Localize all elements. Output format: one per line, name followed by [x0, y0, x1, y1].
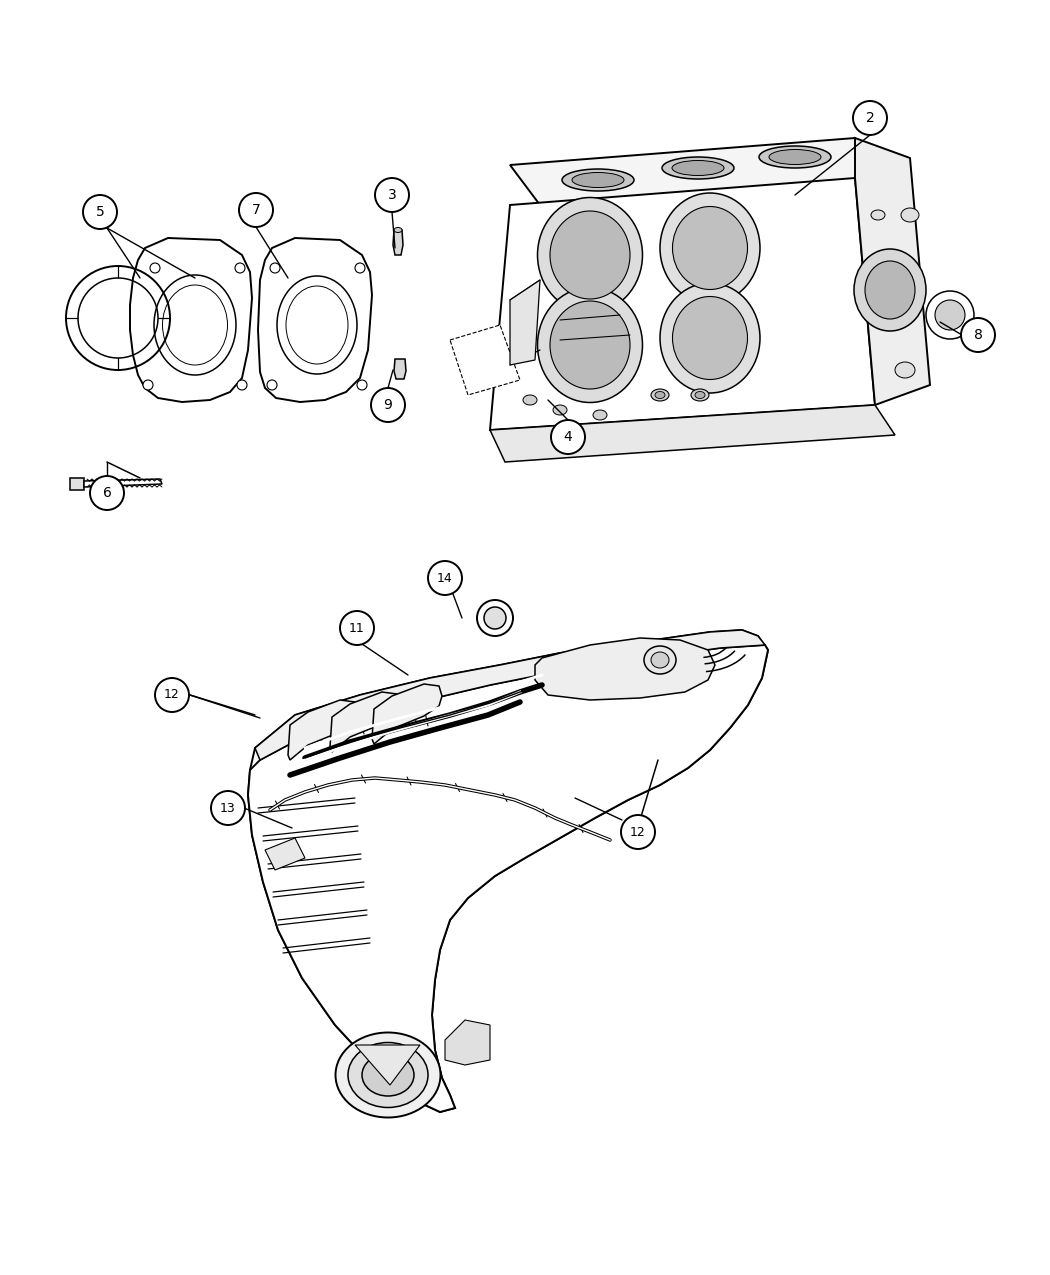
Ellipse shape: [901, 208, 919, 222]
Ellipse shape: [655, 391, 665, 399]
Ellipse shape: [865, 261, 915, 319]
Text: 9: 9: [383, 398, 393, 412]
Text: 5: 5: [96, 205, 104, 219]
Polygon shape: [258, 238, 372, 402]
Text: 2: 2: [865, 111, 875, 125]
Polygon shape: [445, 1020, 490, 1065]
Ellipse shape: [550, 301, 630, 389]
Ellipse shape: [769, 149, 821, 164]
Circle shape: [90, 476, 124, 510]
Polygon shape: [490, 179, 875, 430]
Ellipse shape: [553, 405, 567, 414]
Ellipse shape: [854, 249, 926, 332]
Circle shape: [621, 815, 655, 849]
Ellipse shape: [695, 391, 705, 399]
Text: 11: 11: [349, 621, 365, 635]
Polygon shape: [130, 238, 252, 402]
Circle shape: [239, 193, 273, 227]
Circle shape: [926, 291, 974, 339]
Circle shape: [267, 380, 277, 390]
Ellipse shape: [644, 646, 676, 674]
Circle shape: [155, 678, 189, 711]
Circle shape: [853, 101, 887, 135]
Ellipse shape: [348, 1043, 428, 1108]
Circle shape: [143, 380, 153, 390]
Circle shape: [934, 300, 965, 330]
Circle shape: [484, 607, 506, 629]
Circle shape: [83, 195, 117, 230]
Circle shape: [211, 790, 245, 825]
Ellipse shape: [550, 210, 630, 300]
Text: 7: 7: [252, 203, 260, 217]
Ellipse shape: [872, 210, 885, 221]
Text: 13: 13: [220, 802, 236, 815]
Polygon shape: [84, 479, 162, 487]
Polygon shape: [510, 280, 540, 365]
Polygon shape: [288, 700, 358, 760]
Ellipse shape: [672, 161, 724, 176]
Circle shape: [235, 263, 245, 273]
Circle shape: [357, 380, 367, 390]
Polygon shape: [70, 478, 84, 490]
Circle shape: [961, 317, 995, 352]
Text: 8: 8: [973, 328, 983, 342]
Circle shape: [371, 388, 405, 422]
Ellipse shape: [660, 283, 760, 393]
Ellipse shape: [662, 157, 734, 178]
Polygon shape: [248, 645, 768, 1112]
Text: 4: 4: [564, 430, 572, 444]
Circle shape: [551, 419, 585, 454]
Polygon shape: [255, 630, 765, 760]
Polygon shape: [855, 138, 930, 405]
Polygon shape: [372, 683, 442, 745]
Text: 6: 6: [103, 486, 111, 500]
Polygon shape: [248, 630, 768, 1112]
Ellipse shape: [895, 362, 915, 377]
Ellipse shape: [562, 170, 634, 191]
Circle shape: [477, 601, 513, 636]
Ellipse shape: [593, 411, 607, 419]
Circle shape: [150, 263, 160, 273]
Text: 12: 12: [630, 825, 646, 839]
Text: 12: 12: [164, 688, 180, 701]
Ellipse shape: [362, 1054, 414, 1096]
Ellipse shape: [651, 652, 669, 668]
Ellipse shape: [759, 147, 831, 168]
Circle shape: [340, 611, 374, 645]
Circle shape: [428, 561, 462, 595]
Polygon shape: [536, 638, 715, 700]
Ellipse shape: [672, 297, 748, 380]
Ellipse shape: [691, 389, 709, 402]
Ellipse shape: [672, 207, 748, 289]
Ellipse shape: [523, 395, 537, 405]
Polygon shape: [330, 692, 400, 752]
Polygon shape: [450, 325, 520, 395]
Text: 14: 14: [437, 571, 453, 584]
Ellipse shape: [572, 172, 624, 187]
Ellipse shape: [538, 198, 643, 312]
Ellipse shape: [394, 227, 402, 232]
Polygon shape: [355, 1046, 420, 1085]
Ellipse shape: [336, 1033, 441, 1117]
Polygon shape: [510, 138, 885, 205]
Ellipse shape: [538, 287, 643, 403]
Polygon shape: [393, 230, 403, 255]
Circle shape: [237, 380, 247, 390]
Polygon shape: [265, 838, 304, 870]
Circle shape: [375, 179, 410, 212]
Polygon shape: [490, 405, 895, 462]
Ellipse shape: [651, 389, 669, 402]
Circle shape: [270, 263, 280, 273]
Text: 3: 3: [387, 187, 397, 201]
Polygon shape: [394, 360, 406, 379]
Circle shape: [355, 263, 365, 273]
Ellipse shape: [660, 193, 760, 303]
